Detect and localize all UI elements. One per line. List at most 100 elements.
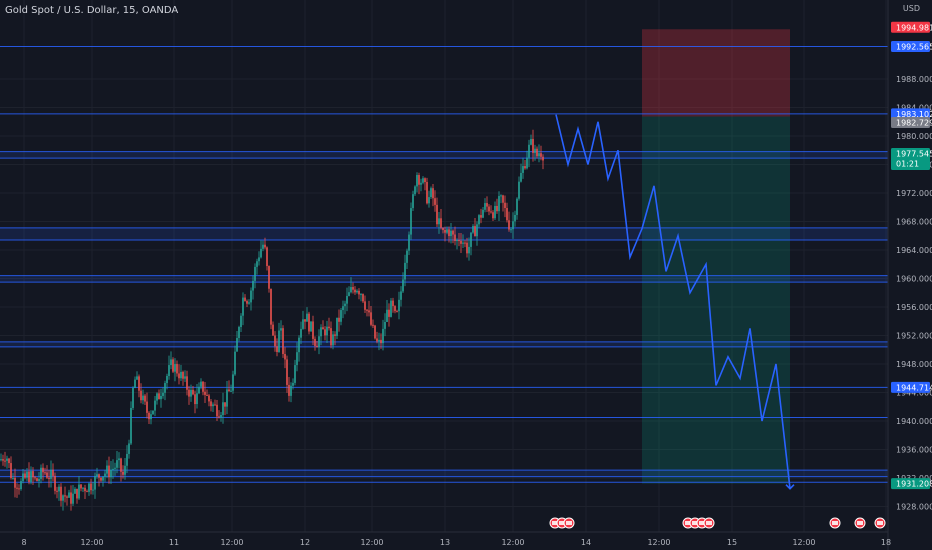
time-tick-label: 12:00 (220, 538, 243, 547)
candle-body (206, 394, 208, 396)
candle-body (180, 371, 182, 379)
candle-body (378, 339, 380, 342)
candle-body (274, 335, 276, 347)
candle-body (228, 389, 230, 392)
candle-body (438, 218, 440, 225)
candle-body (288, 384, 290, 396)
candle-body (406, 250, 408, 263)
take-profit-zone[interactable] (642, 116, 790, 484)
candle-body (514, 214, 516, 222)
candle-body (146, 401, 148, 413)
candle-body (416, 175, 418, 187)
candle-body (442, 227, 444, 230)
candle-body (92, 489, 94, 491)
price-tag-value: 1983.102 (896, 110, 932, 119)
candle-body (124, 465, 126, 475)
level-zone (0, 151, 888, 159)
price-tick-label: 1948.000 (896, 360, 932, 369)
candle-body (384, 321, 386, 329)
candle-body (226, 389, 228, 407)
candle-body (502, 195, 504, 203)
event-flag-icon[interactable] (829, 517, 841, 529)
price-tick-label: 1952.000 (896, 332, 932, 341)
candle-body (292, 382, 294, 386)
projection-arrowhead (785, 484, 795, 490)
bar-countdown: 01:21 (896, 159, 919, 168)
event-flag-icon[interactable] (854, 517, 866, 529)
price-tag-value: 1982.729 (896, 119, 932, 128)
price-tick-label: 1964.000 (896, 246, 932, 255)
time-tick-label: 12 (300, 538, 310, 547)
projection-line[interactable] (555, 114, 791, 489)
candle-body (256, 261, 258, 267)
candle-body (104, 473, 106, 477)
time-axis[interactable]: 8 12:00 11 12:00 12 12:00 13 12:00 14 12:00 15 12:0… (21, 538, 891, 547)
candle-body (330, 328, 332, 346)
economic-events[interactable] (549, 517, 886, 529)
price-tag (891, 381, 930, 393)
candle-body (216, 404, 218, 417)
candle-body (422, 178, 424, 183)
candle-body (266, 247, 268, 267)
candle-body (54, 475, 56, 491)
candle-body (402, 279, 404, 292)
candle-body (428, 197, 430, 204)
event-flag-icon[interactable] (563, 517, 575, 529)
candle-body (50, 469, 52, 479)
candle-body (380, 339, 382, 344)
candle-body (262, 244, 264, 249)
stop-loss-zone[interactable] (642, 29, 790, 117)
candle-body (240, 315, 242, 328)
candle-body (128, 443, 130, 454)
candle-body (56, 490, 58, 492)
candle-body (28, 471, 30, 482)
candle-body (166, 375, 168, 384)
projection-path[interactable] (555, 114, 795, 490)
candle-body (192, 389, 194, 395)
horizontal-levels[interactable] (0, 45, 888, 483)
candle-body (366, 309, 368, 311)
candle-body (118, 458, 120, 461)
price-tick-label: 1936.000 (896, 446, 932, 455)
price-tick-label: 1972.000 (896, 189, 932, 198)
candle-body (448, 229, 450, 237)
time-tick-label: 8 (21, 538, 26, 547)
candle-body (374, 325, 376, 339)
candle-body (132, 387, 134, 408)
event-flag-icon[interactable] (874, 517, 886, 529)
candle-body (490, 211, 492, 213)
candle-body (222, 402, 224, 415)
level-zone (0, 227, 888, 241)
candle-body (106, 465, 108, 474)
price-tag (891, 21, 930, 33)
event-flag-icon[interactable] (703, 517, 715, 529)
candle-body (46, 472, 48, 478)
candle-body (252, 280, 254, 291)
candle-body (150, 414, 152, 420)
candle-body (478, 215, 480, 225)
candle-body (48, 477, 50, 479)
time-tick-label: 18 (881, 538, 891, 547)
candlestick-series (0, 129, 544, 511)
candle-body (198, 386, 200, 394)
candle-body (294, 365, 296, 383)
candle-body (160, 395, 162, 400)
candle-body (300, 328, 302, 338)
price-tag-value: 1944.714 (896, 383, 932, 392)
price-tick-label: 1968.000 (896, 218, 932, 227)
candle-body (538, 153, 540, 157)
candle-body (140, 390, 142, 401)
candle-body (6, 458, 8, 461)
candle-body (224, 402, 226, 407)
candle-body (126, 453, 128, 466)
candle-body (392, 300, 394, 307)
candle-body (66, 496, 68, 498)
candle-body (458, 240, 460, 242)
candle-body (340, 310, 342, 322)
candle-body (302, 319, 304, 329)
price-axis[interactable]: 1928.0001932.0001936.0001940.0001944.000… (896, 75, 932, 512)
short-position-tool[interactable] (642, 29, 790, 484)
candle-body (348, 292, 350, 296)
candle-body (534, 148, 536, 153)
